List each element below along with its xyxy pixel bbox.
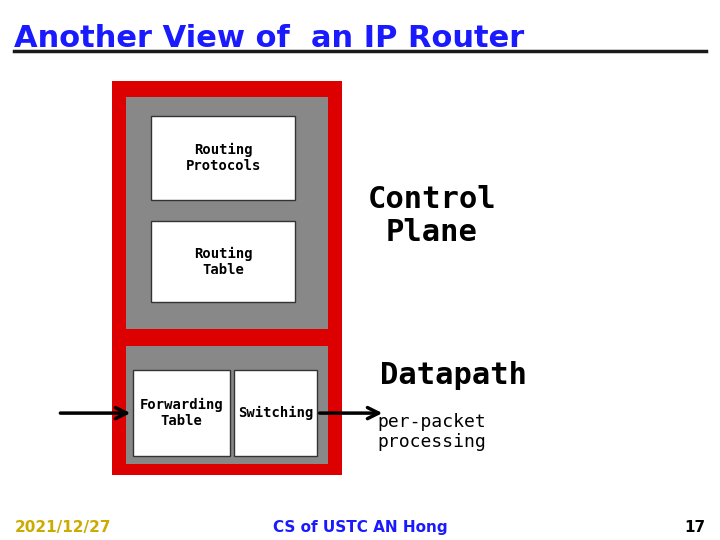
Bar: [133, 370, 230, 456]
Text: Datapath: Datapath: [380, 361, 527, 390]
Text: Routing
Protocols: Routing Protocols: [186, 143, 261, 173]
Text: 2021/12/27: 2021/12/27: [14, 519, 111, 535]
Bar: [126, 346, 328, 464]
Text: Switching: Switching: [238, 406, 313, 420]
Text: CS of USTC AN Hong: CS of USTC AN Hong: [273, 519, 447, 535]
Bar: [151, 221, 295, 302]
Bar: [151, 116, 295, 200]
Text: per-packet
processing: per-packet processing: [377, 413, 487, 451]
Text: Forwarding
Table: Forwarding Table: [140, 398, 224, 428]
Text: 17: 17: [685, 519, 706, 535]
Bar: [112, 81, 342, 475]
Text: Routing
Table: Routing Table: [194, 247, 253, 277]
Bar: [126, 97, 328, 329]
Text: Another View of  an IP Router: Another View of an IP Router: [14, 24, 525, 53]
Bar: [234, 370, 317, 456]
Text: Control
Plane: Control Plane: [368, 185, 496, 247]
